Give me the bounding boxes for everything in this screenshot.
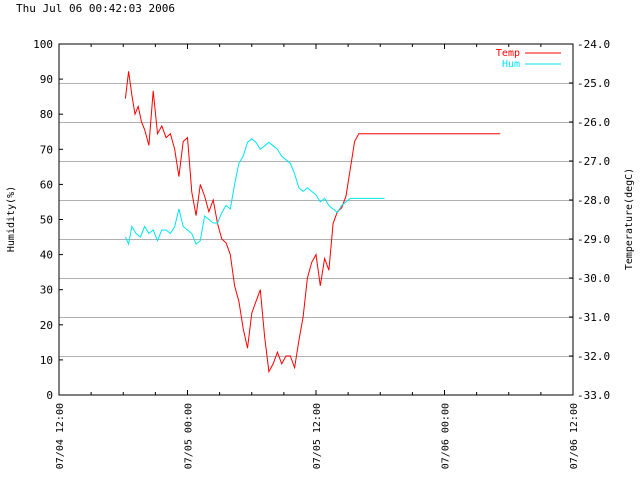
left-tick-label: 90 (40, 73, 53, 86)
series-line-temp (124, 71, 501, 374)
right-tick-label: -25.0 (577, 77, 610, 90)
right-tick-label: -33.0 (577, 389, 610, 402)
left-tick-label: 80 (40, 108, 53, 121)
left-tick-label: 50 (40, 214, 53, 227)
y-axis-title-left: Humidity(%) (6, 186, 17, 252)
left-tick-label: 40 (40, 249, 53, 262)
left-tick-label: 10 (40, 354, 53, 367)
left-tick-label: 0 (46, 389, 53, 402)
series-line-hum (124, 138, 385, 246)
gridlines (59, 83, 573, 357)
x-tick-label: 07/04 12:00 (55, 403, 66, 469)
right-tick-label: -29.0 (577, 233, 610, 246)
right-tick-label: -26.0 (577, 116, 610, 129)
y-axis-title-right: Temperature(degC) (624, 168, 635, 270)
left-tick-label: 30 (40, 284, 53, 297)
plot-frame (58, 43, 574, 396)
x-axis-ticks: 07/04 12:00 07/05 00:00 07/05 12:00 07/06 0… (55, 44, 580, 469)
right-tick-label: -24.0 (577, 38, 610, 51)
x-tick-label: 07/06 00:00 (441, 403, 452, 469)
right-axis-ticks: -33.0 -32.0 -31.0 -30.0 -29.0 -28.0 -27.0 -26.0… (569, 38, 610, 402)
right-tick-label: -32.0 (577, 350, 610, 363)
left-tick-label: 20 (40, 319, 53, 332)
legend-label-hum: Hum (502, 59, 520, 70)
series-lines (124, 71, 501, 374)
timestamp: Thu Jul 06 00:42:03 2006 (16, 2, 175, 15)
right-tick-label: -31.0 (577, 311, 610, 324)
legend-label-temp: Temp (496, 48, 520, 59)
right-tick-label: -27.0 (577, 155, 610, 168)
x-tick-label: 07/05 00:00 (184, 403, 195, 469)
left-tick-label: 100 (33, 38, 53, 51)
left-tick-label: 70 (40, 143, 53, 156)
right-tick-label: -30.0 (577, 272, 610, 285)
left-axis-ticks: 0 10 20 30 40 50 60 70 80 90 100 (33, 38, 63, 402)
x-tick-label: 07/05 12:00 (312, 403, 323, 469)
x-tick-label: 07/06 12:00 (569, 403, 580, 469)
left-tick-label: 60 (40, 178, 53, 191)
right-tick-label: -28.0 (577, 194, 610, 207)
